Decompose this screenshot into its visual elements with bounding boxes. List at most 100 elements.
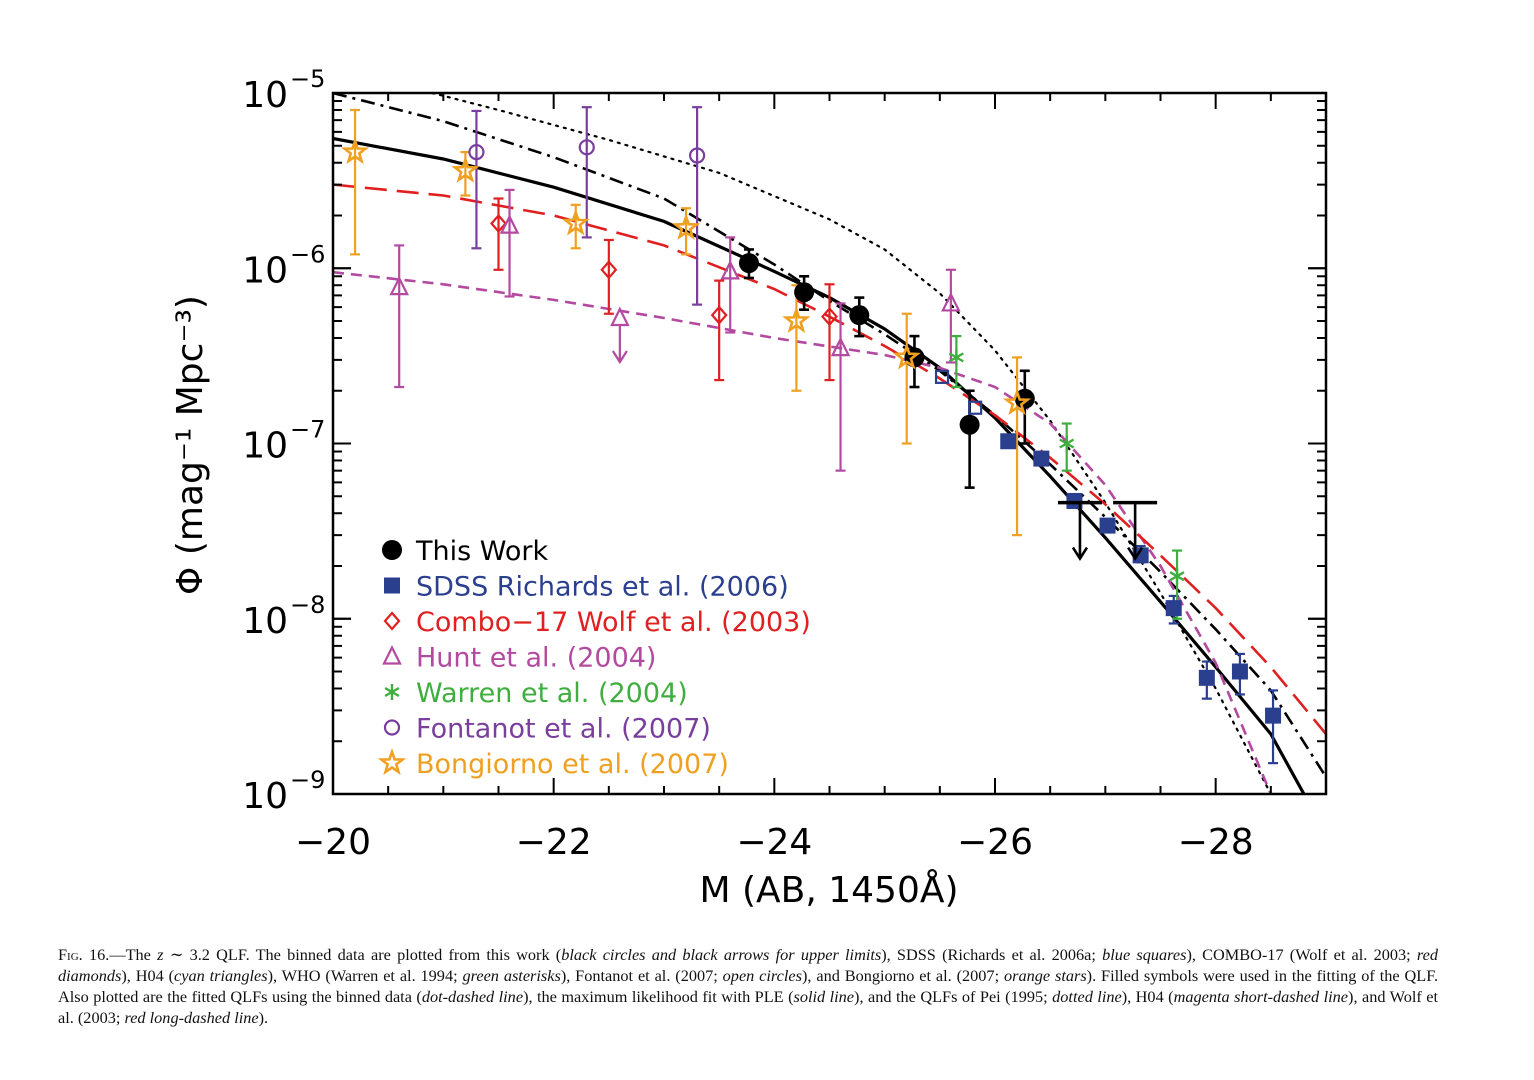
errorbar-combo-17-wolf-et-al-2003- [824, 283, 835, 382]
y-tick-exponent: −9 [290, 766, 325, 794]
caption-italic: red long-dashed line [124, 1008, 259, 1027]
y-tick-label: 10 [242, 426, 288, 467]
point-warren-et-al-2004- [948, 349, 964, 366]
legend-item: Fontanot et al. (2007) [383, 714, 711, 745]
point-hunt-et-al-2004- [941, 291, 961, 312]
legend-item: Hunt et al. (2004) [382, 643, 656, 674]
caption-text: ∼ 3.2 QLF. The binned data are plotted f… [163, 945, 562, 964]
legend-label: Bongiorno et al. (2007) [416, 749, 729, 780]
point-bongiorno-et-al-2007- [782, 306, 811, 334]
point-hunt-et-al-2004- [830, 336, 851, 357]
legend-marker [383, 719, 401, 736]
errorbar-sdss-richards-et-al-2006- [1268, 689, 1279, 765]
arrow-head [611, 350, 628, 365]
marker-shape [1198, 669, 1215, 686]
marker-shape [499, 214, 520, 234]
caption-italic: dotted line [1052, 987, 1122, 1006]
point-sdss-richards-et-al-2006- [1132, 547, 1149, 564]
marker-shape [710, 305, 728, 325]
marker-shape [383, 611, 401, 631]
point-bongiorno-et-al-2007- [561, 208, 590, 236]
errorbar-hunt-et-al-2004- [945, 268, 956, 364]
marker-shape [959, 414, 980, 435]
x-tick-label: −24 [736, 822, 812, 863]
caption-text: ), Fontanot et al. (2007; [560, 966, 723, 985]
marker-shape [934, 369, 950, 384]
y-tick-exponent: −7 [290, 416, 325, 444]
marker-shape [383, 719, 401, 736]
errorbar-hunt-et-al-2004- [835, 302, 846, 472]
point-combo-17-wolf-et-al-2003- [821, 306, 838, 327]
figure-caption: Fig. 16.—The z ∼ 3.2 QLF. The binned dat… [58, 944, 1438, 1028]
marker-shape [1033, 450, 1050, 467]
data-markers [340, 137, 1282, 724]
legend-marker [384, 577, 400, 594]
marker-shape [849, 305, 870, 326]
caption-italic: dot-dashed line [421, 987, 524, 1006]
y-tick-exponent: −5 [290, 65, 325, 93]
legend-item: Warren et al. (2004) [384, 678, 688, 709]
point-combo-17-wolf-et-al-2003- [710, 305, 728, 325]
caption-italic: red diamonds [58, 945, 1439, 985]
point-this-work [959, 414, 980, 435]
marker-shape [340, 137, 370, 165]
caption-text: —The [109, 945, 158, 964]
arrow-head [1071, 546, 1089, 562]
point-sdss-richards-et-al-2006- [934, 369, 950, 384]
caption-italic: z [157, 945, 164, 964]
legend-label: SDSS Richards et al. (2006) [416, 572, 789, 603]
caption-text: ), and Wolf et al. (2003; [58, 987, 1439, 1027]
legend-item: SDSS Richards et al. (2006) [384, 572, 789, 603]
x-tick-label: −26 [957, 822, 1033, 863]
marker-shape [1002, 388, 1032, 416]
chart-legend: This Work SDSS Richards et al. (2006) Comb… [377, 536, 811, 780]
marker-shape [382, 540, 402, 560]
errorbar-hunt-et-al-2004- [725, 236, 736, 334]
caption-italic: orange stars [1003, 966, 1087, 985]
marker-shape [1231, 663, 1248, 680]
upper-limit-arrow [1127, 502, 1144, 562]
point-sdss-richards-et-al-2006- [1165, 600, 1182, 617]
point-hunt-et-al-2004- [499, 214, 520, 234]
caption-italic: cyan triangles [174, 966, 268, 985]
point-this-work [794, 282, 815, 303]
figure-label: Fig. 16. [58, 945, 110, 964]
upper-limit-arrow [1071, 502, 1089, 562]
marker-shape [968, 400, 983, 415]
y-tick-label: 10 [242, 250, 288, 291]
errorbar-bongiorno-et-al-2007- [901, 312, 912, 445]
marker-shape [821, 306, 838, 327]
errorbar-hunt-et-al-2004- [394, 244, 405, 389]
curve-red-long-dashed [333, 183, 1326, 735]
errorbar-hunt-et-al-2004- [504, 188, 515, 298]
point-sdss-richards-et-al-2006- [1231, 663, 1248, 680]
caption-italic: open circles [722, 966, 802, 985]
caption-text: ), and the QLFs of Pei (1995; [854, 987, 1053, 1006]
legend-marker [382, 645, 402, 665]
point-hunt-et-al-2004- [389, 275, 409, 296]
point-hunt-et-al-2004- [720, 259, 740, 280]
marker-shape [1132, 547, 1149, 564]
caption-text: ), the maximum likelihood fit with PLE ( [523, 987, 794, 1006]
marker-shape [1165, 600, 1182, 617]
point-sdss-richards-et-al-2006- [1033, 450, 1050, 467]
marker-shape [948, 352, 964, 363]
errorbar-bongiorno-et-al-2007- [350, 108, 361, 256]
y-tick-label: 10 [242, 75, 288, 116]
point-fontanot-et-al-2007- [578, 139, 595, 156]
point-sdss-richards-et-al-2006- [1000, 433, 1017, 450]
point-sdss-richards-et-al-2006- [1198, 669, 1215, 686]
marker-shape [1000, 433, 1017, 450]
marker-shape [600, 260, 618, 280]
marker-shape [1099, 517, 1116, 534]
marker-shape [468, 144, 485, 161]
marker-shape [490, 213, 507, 234]
point-this-work [738, 253, 759, 274]
marker-shape [1169, 571, 1185, 582]
caption-text: ), and Bongiorno et al. (2007; [801, 966, 1004, 985]
legend-marker [377, 748, 407, 776]
caption-text: ), COMBO-17 (Wolf et al. 2003; [1186, 945, 1417, 964]
y-tick-label: 10 [242, 776, 288, 817]
